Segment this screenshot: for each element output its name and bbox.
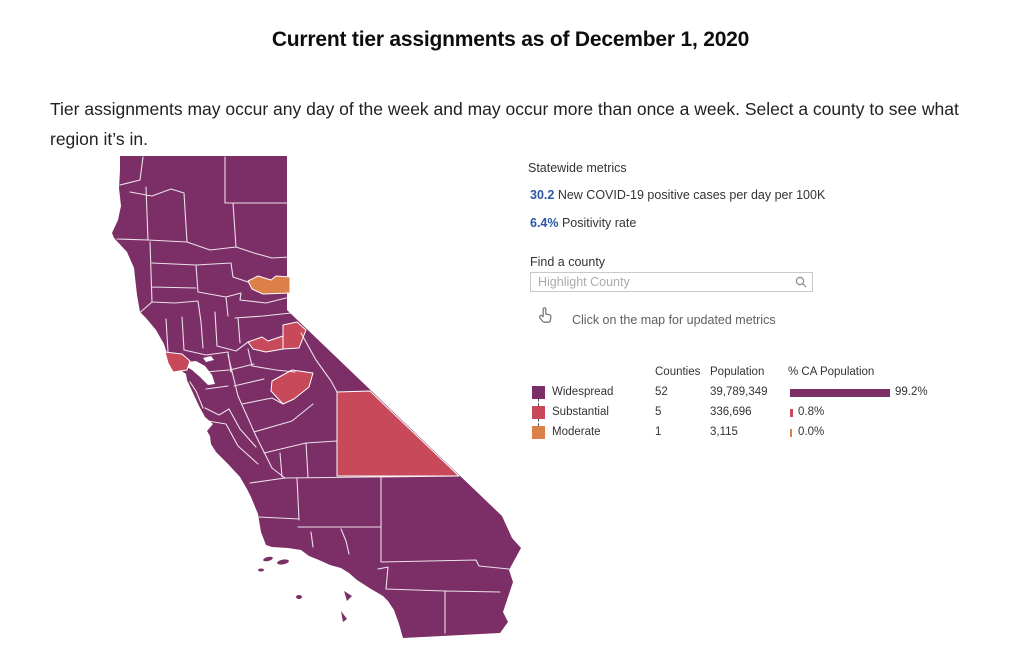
case-rate-label: New COVID-19 positive cases per day per …	[554, 188, 826, 202]
map-hint-text: Click on the map for updated metrics	[572, 313, 776, 327]
case-rate-value: 30.2	[530, 188, 555, 202]
tier-population: 39,789,349	[710, 386, 768, 398]
california-map[interactable]	[105, 150, 545, 648]
tier-population: 336,696	[710, 406, 752, 418]
tier-pct: 99.2%	[895, 386, 928, 398]
legend-col-counties: Counties	[655, 366, 701, 378]
positivity-label: Positivity rate	[558, 216, 637, 230]
county-inyo[interactable]	[336, 390, 460, 477]
widespread-swatch-icon	[532, 386, 545, 399]
positivity-metric: 6.4% Positivity rate	[530, 216, 636, 230]
positivity-value: 6.4%	[530, 216, 559, 230]
sf-bay-water	[185, 361, 215, 385]
legend-connector	[538, 399, 539, 406]
legend-col-pct-ca: % CA Population	[788, 366, 875, 378]
legend-col-population: Population	[710, 366, 765, 378]
case-rate-metric: 30.2 New COVID-19 positive cases per day…	[530, 188, 825, 202]
substantial-swatch-icon	[532, 406, 545, 419]
legend-connector	[538, 419, 539, 426]
county-marin[interactable]	[164, 351, 191, 373]
tier-label: Substantial	[552, 406, 609, 418]
county-borders-south	[249, 476, 510, 634]
moderate-swatch-icon	[532, 426, 545, 439]
county-mariposa[interactable]	[270, 369, 314, 405]
delta-water	[203, 356, 214, 362]
channel-islands	[258, 556, 352, 622]
tier-population: 3,115	[710, 426, 738, 438]
tier-county-count: 5	[655, 406, 662, 418]
substantial-counties[interactable]	[164, 321, 460, 477]
statewide-metrics-heading: Statewide metrics	[528, 161, 627, 175]
tier-county-count: 1	[655, 426, 662, 438]
page-title: Current tier assignments as of December …	[271, 28, 750, 52]
county-borders-central	[149, 332, 460, 479]
intro-text: Tier assignments may occur any day of th…	[50, 98, 959, 149]
pct-bar-moderate	[790, 429, 792, 437]
tier-label: Moderate	[552, 426, 601, 438]
state-outline-widespread[interactable]	[112, 156, 521, 638]
county-search-input[interactable]	[530, 272, 813, 292]
county-alpine[interactable]	[282, 321, 307, 350]
county-sierra[interactable]	[247, 275, 291, 295]
county-search	[530, 272, 813, 292]
tier-pct: 0.0%	[798, 426, 825, 438]
search-icon[interactable]	[795, 276, 807, 288]
pct-bar-substantial	[790, 409, 793, 417]
find-county-label: Find a county	[530, 255, 606, 269]
hand-cursor-icon	[538, 307, 552, 323]
tier-label: Widespread	[552, 386, 614, 398]
county-borders-north	[116, 156, 292, 356]
tier-county-count: 52	[655, 386, 668, 398]
pct-bar-widespread	[790, 389, 890, 397]
tier-pct: 0.8%	[798, 406, 825, 418]
